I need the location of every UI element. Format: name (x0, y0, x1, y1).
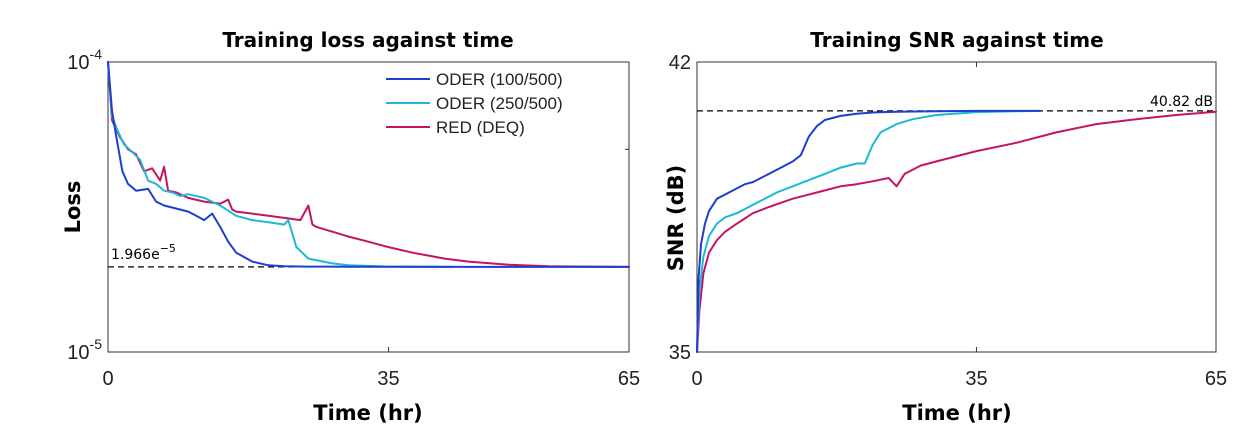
x-tick-label: 65 (618, 368, 640, 390)
reference-label: 1.966e−5 (111, 242, 176, 263)
y-axis-label: Loss (61, 181, 85, 234)
reference-label: 40.82 dB (1150, 94, 1213, 110)
series-line (107, 61, 630, 268)
plot-frame (696, 61, 1217, 353)
series-line (696, 109, 1042, 353)
x-tick-label: 0 (691, 368, 702, 390)
x-tick-label: 35 (377, 368, 399, 390)
series-line (696, 109, 1042, 353)
plot-frame (107, 61, 630, 353)
x-axis-label: Time (hr) (313, 401, 422, 425)
x-tick-label: 65 (1205, 368, 1227, 390)
y-tick-label: 10-5 (67, 336, 102, 364)
series-line (107, 61, 630, 268)
legend-label: ODER (100/500) (436, 70, 563, 89)
series-line (696, 110, 1217, 353)
y-tick-exponent: -4 (90, 46, 103, 62)
y-tick-label: 10-4 (67, 46, 102, 74)
y-tick-label: 42 (669, 52, 691, 74)
chart-title: Training SNR against time (810, 28, 1103, 52)
series-line (107, 61, 454, 268)
x-tick-label: 0 (102, 368, 113, 390)
y-tick-exponent: -5 (90, 336, 103, 352)
reference-label-exponent: −5 (160, 242, 176, 255)
x-axis-label: Time (hr) (902, 401, 1011, 425)
chart-title: Training loss against time (222, 28, 513, 52)
loss-chart: Training loss against time 10-5 10-4 0 35 6… (61, 28, 640, 425)
x-tick-label: 35 (965, 368, 987, 390)
y-axis-label: SNR (dB) (664, 165, 688, 271)
legend-label: RED (DEQ) (436, 118, 525, 137)
legend-label: ODER (250/500) (436, 94, 563, 113)
y-tick-label: 35 (669, 342, 691, 364)
